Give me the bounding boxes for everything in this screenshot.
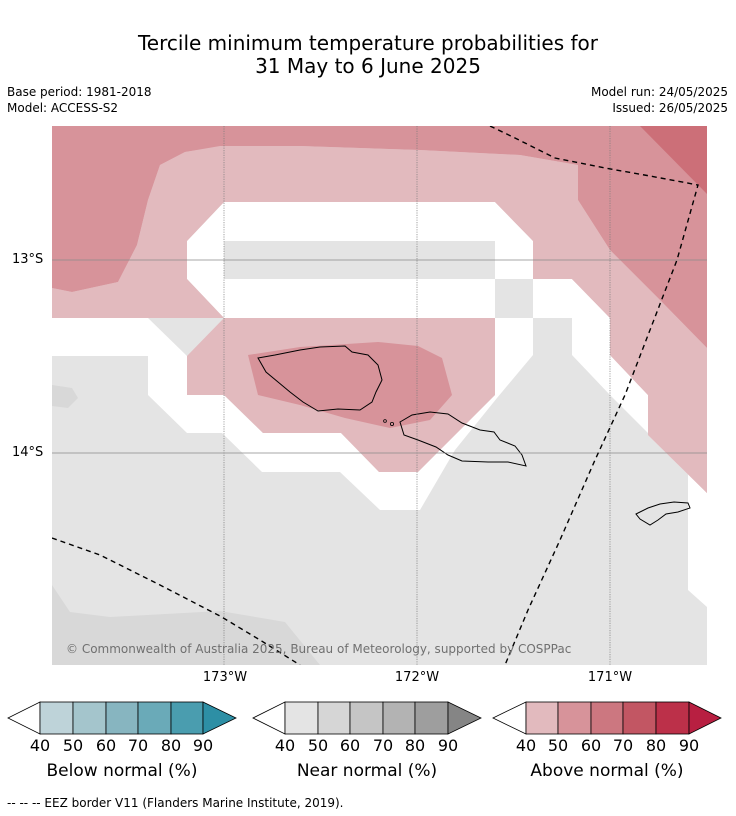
colorbar-above-title: Above normal (%) <box>530 761 684 781</box>
base-period: Base period: 1981-2018 <box>7 85 152 99</box>
manono-island <box>383 419 387 423</box>
colorbar-above-max-arrow <box>688 701 722 735</box>
colorbar-below-swatch-2 <box>72 701 107 735</box>
issued-date: Issued: 26/05/2025 <box>612 101 728 115</box>
lon-label-171w: 171°W <box>587 670 633 685</box>
above-normal-60-north <box>52 126 707 348</box>
colorbar-below-swatch-4 <box>137 701 172 735</box>
colorbar-above-swatch-3 <box>590 701 624 735</box>
colorbar-below-swatch-1 <box>39 701 74 735</box>
colorbar-near-swatch-5 <box>414 701 449 735</box>
tick-above-80: 80 <box>646 736 666 755</box>
tick-above-60: 60 <box>581 736 601 755</box>
near-normal-patch-w <box>52 385 78 408</box>
lat-label-14s: 14°S <box>12 445 44 460</box>
colorbar-above-swatch-1 <box>525 701 559 735</box>
tick-near-50: 50 <box>308 736 328 755</box>
near-normal-patch-sw <box>52 585 320 665</box>
lon-label-172w: 172°W <box>394 670 440 685</box>
savaii-island <box>257 345 383 412</box>
model-name: Model: ACCESS-S2 <box>7 101 119 115</box>
neutral-band-right <box>533 279 707 607</box>
title-line-1: Tercile minimum temperature probabilitie… <box>137 31 599 55</box>
neutral-band-left <box>52 318 533 510</box>
tick-above-40: 40 <box>516 736 536 755</box>
tick-near-60: 60 <box>340 736 360 755</box>
colorbar-above-swatch-5 <box>655 701 690 735</box>
model-run: Model run: 24/05/2025 <box>590 85 728 99</box>
upolu-island <box>399 411 527 467</box>
colorbar-near-swatch-3 <box>349 701 384 735</box>
tick-near-80: 80 <box>405 736 425 755</box>
eez-footer-note: -- -- -- EEZ border V11 (Flanders Marine… <box>7 796 344 810</box>
colorbar-near-min-arrow <box>252 701 286 735</box>
colorbar-above-swatch-4 <box>622 701 657 735</box>
tick-below-70: 70 <box>128 736 148 755</box>
colorbar-below <box>7 701 237 735</box>
tick-near-40: 40 <box>275 736 295 755</box>
colorbar-near-title: Near normal (%) <box>296 761 438 781</box>
map-copyright: © Commonwealth of Australia 2025, Bureau… <box>66 642 571 656</box>
colorbar-below-min-arrow <box>7 701 41 735</box>
colorbar-below-swatch-3 <box>105 701 139 735</box>
meta-left: Base period: 1981-2018 Model: ACCESS-S2 <box>7 84 152 116</box>
tick-below-90: 90 <box>193 736 213 755</box>
apolima-island <box>389 421 394 426</box>
map-title: Tercile minimum temperature probabilitie… <box>0 32 736 78</box>
map-area: © Commonwealth of Australia 2025, Bureau… <box>52 126 707 665</box>
lon-label-173w: 173°W <box>202 670 248 685</box>
title-line-2: 31 May to 6 June 2025 <box>255 54 481 78</box>
meta-right: Model run: 24/05/2025 Issued: 26/05/2025 <box>591 84 728 116</box>
colorbar-ticks: 40 50 60 70 80 90 40 50 60 70 80 90 40 5… <box>30 736 699 755</box>
tutuila-island <box>635 501 691 526</box>
colorbar-below-swatch-5 <box>170 701 204 735</box>
colorbar-near <box>252 701 482 735</box>
colorbar-near-swatch-4 <box>382 701 416 735</box>
colorbar-above <box>492 701 722 735</box>
above-normal-70-ne <box>640 126 707 194</box>
tick-above-50: 50 <box>548 736 568 755</box>
above-normal-50-ring <box>52 146 707 493</box>
tick-below-50: 50 <box>63 736 83 755</box>
colorbar-above-swatch-2 <box>557 701 592 735</box>
colorbar-near-swatch-1 <box>284 701 319 735</box>
tick-below-80: 80 <box>161 736 181 755</box>
colorbar-below-max-arrow <box>202 701 237 735</box>
above-normal-60-center <box>248 342 452 428</box>
lat-label-13s: 13°S <box>12 252 44 267</box>
colorbar-above-min-arrow <box>492 701 527 735</box>
tick-below-60: 60 <box>96 736 116 755</box>
colorbar-below-title: Below normal (%) <box>46 761 198 781</box>
tick-near-90: 90 <box>438 736 458 755</box>
tick-near-70: 70 <box>373 736 393 755</box>
tick-above-70: 70 <box>613 736 633 755</box>
colorbar-near-max-arrow <box>447 701 482 735</box>
tick-above-90: 90 <box>679 736 699 755</box>
eez-border-east <box>489 126 699 665</box>
tick-below-40: 40 <box>30 736 50 755</box>
colorbar-near-swatch-2 <box>317 701 351 735</box>
